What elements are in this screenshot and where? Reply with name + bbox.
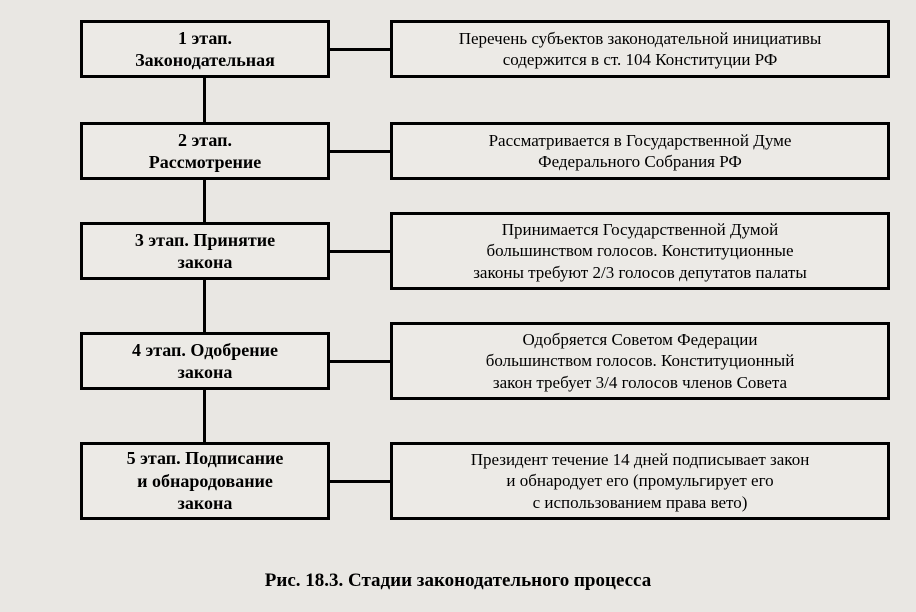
- connector-h-4: [330, 360, 390, 363]
- connector-v-3: [203, 280, 206, 332]
- stage-box-4: 4 этап. Одобрение закона: [80, 332, 330, 390]
- stage-5-line3: закона: [178, 493, 233, 513]
- desc-box-5: Президент течение 14 дней подписывает за…: [390, 442, 890, 520]
- desc-2-line2: Федерального Собрания РФ: [538, 152, 742, 171]
- stage-5-line1: 5 этап. Подписание: [127, 448, 284, 468]
- connector-h-3: [330, 250, 390, 253]
- connector-v-1: [203, 78, 206, 122]
- desc-2-line1: Рассматривается в Государственной Думе: [489, 131, 792, 150]
- desc-box-2: Рассматривается в Государственной Думе Ф…: [390, 122, 890, 180]
- desc-box-1: Перечень субъектов законодательной иници…: [390, 20, 890, 78]
- stage-5-line2: и обнародование: [137, 471, 273, 491]
- desc-1-line2: содержится в ст. 104 Конституции РФ: [503, 50, 778, 69]
- stage-box-2: 2 этап. Рассмотрение: [80, 122, 330, 180]
- desc-5-line1: Президент течение 14 дней подписывает за…: [471, 450, 810, 469]
- stage-1-line1: 1 этап.: [178, 28, 232, 48]
- stage-3-line1: 3 этап. Принятие: [135, 230, 275, 250]
- stage-box-3: 3 этап. Принятие закона: [80, 222, 330, 280]
- desc-5-line2: и обнародует его (промульгирует его: [506, 471, 773, 490]
- stage-box-5: 5 этап. Подписание и обнародование закон…: [80, 442, 330, 520]
- stage-1-line2: Законодательная: [135, 50, 275, 70]
- desc-4-line3: закон требует 3/4 голосов членов Совета: [493, 373, 787, 392]
- stage-box-1: 1 этап. Законодательная: [80, 20, 330, 78]
- desc-5-line3: с использованием права вето): [533, 493, 748, 512]
- figure-caption: Рис. 18.3. Стадии законодательного проце…: [0, 570, 916, 592]
- desc-3-line1: Принимается Государственной Думой: [502, 220, 778, 239]
- stage-2-line2: Рассмотрение: [149, 152, 262, 172]
- desc-3-line3: законы требуют 2/3 голосов депутатов пал…: [473, 263, 807, 282]
- connector-v-2: [203, 180, 206, 222]
- desc-box-3: Принимается Государственной Думой больши…: [390, 212, 890, 290]
- stage-4-line2: закона: [178, 362, 233, 382]
- connector-h-5: [330, 480, 390, 483]
- desc-4-line2: большинством голосов. Конституционный: [486, 351, 795, 370]
- desc-3-line2: большинством голосов. Конституционные: [486, 241, 793, 260]
- connector-h-2: [330, 150, 390, 153]
- diagram-canvas: 1 этап. Законодательная Перечень субъект…: [0, 0, 916, 612]
- connector-h-1: [330, 48, 390, 51]
- desc-box-4: Одобряется Советом Федерации большинство…: [390, 322, 890, 400]
- stage-3-line2: закона: [178, 252, 233, 272]
- stage-2-line1: 2 этап.: [178, 130, 232, 150]
- desc-4-line1: Одобряется Советом Федерации: [523, 330, 758, 349]
- desc-1-line1: Перечень субъектов законодательной иници…: [459, 29, 822, 48]
- connector-v-4: [203, 390, 206, 442]
- stage-4-line1: 4 этап. Одобрение: [132, 340, 278, 360]
